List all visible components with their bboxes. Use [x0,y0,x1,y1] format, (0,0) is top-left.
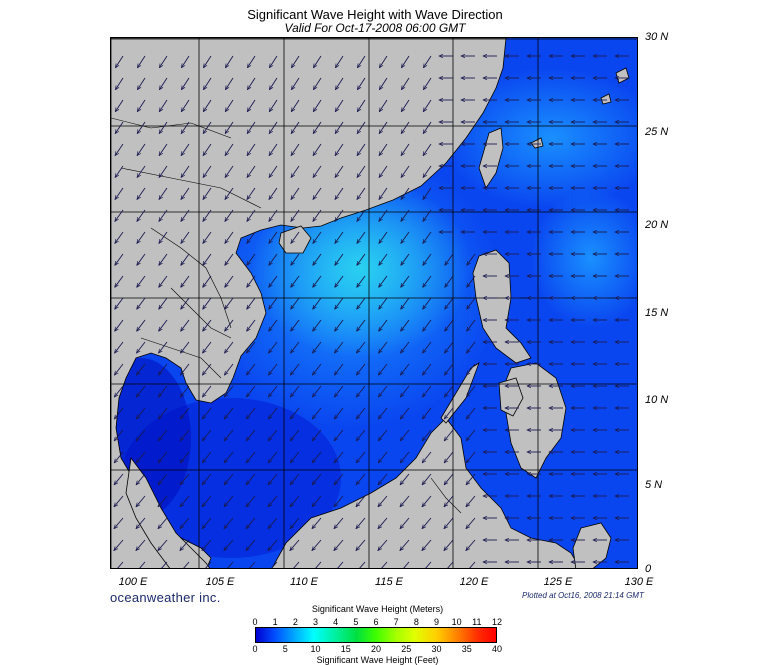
lat-label-30n: 30 N [645,31,669,43]
colorbar-tick: 40 [491,644,503,654]
wave-direction-arrows [114,56,629,568]
colorbar-meters-title: Significant Wave Height (Meters) [311,604,444,614]
wave-height-map [110,37,638,569]
colorbar-tick: 0 [252,617,258,627]
colorbar-tick: 5 [353,617,359,627]
colorbar-feet-title: Significant Wave Height (Feet) [316,655,439,665]
lon-label-130e: 130 E [624,576,654,588]
wave-height-colorbar [255,627,497,643]
colorbar-tick: 1 [272,617,278,627]
colorbar-tick: 35 [461,644,472,654]
lat-label-10n: 10 N [645,394,669,406]
land-hainan [278,225,312,254]
lon-label-110e: 110 E [290,576,318,588]
land-sulawesi [572,522,612,568]
colorbar-tick: 2 [292,617,298,627]
colorbar-tick: 8 [413,617,419,627]
colorbar-tick: 25 [401,644,412,654]
lat-label-20n: 20 N [645,219,669,231]
colorbar-tick: 20 [370,644,382,654]
colorbar-tick: 3 [312,617,319,627]
colorbar-meters-ticks: 0 1 2 3 4 5 6 7 8 9 10 11 12 [252,617,503,627]
map-subtitle: Valid For Oct-17-2008 06:00 GMT [284,21,466,35]
land-palawan [440,362,480,424]
lon-label-115e: 115 E [375,576,403,588]
lon-label-100e: 100 E [118,576,148,588]
lat-label-5n: 5 N [645,479,663,491]
land-taiwan [478,127,504,189]
plotted-timestamp: Plotted at Oct16, 2008 21:14 GMT [522,591,644,600]
lon-label-120e: 120 E [459,576,489,588]
colorbar-tick: 15 [340,644,351,654]
land-borneo [271,417,581,568]
colorbar-tick: 0 [252,644,258,654]
brand-logo: oceanweather inc. [110,590,221,605]
map-canvas [111,38,637,568]
lat-lon-grid [111,38,637,568]
colorbar-feet-ticks: 0 5 10 15 20 25 30 35 40 [252,644,503,654]
land [111,38,630,568]
lon-label-125e: 125 E [543,576,573,588]
colorbar-tick: 10 [310,644,321,654]
lat-label-15n: 15 N [645,307,669,319]
colorbar-tick: 12 [491,617,503,627]
colorbar-tick: 6 [373,617,379,627]
lon-label-105e: 105 E [205,576,235,588]
colorbar-tick: 10 [451,617,462,627]
lat-label-25n: 25 N [645,126,669,138]
colorbar-tick: 30 [431,644,442,654]
colorbar-tick: 7 [393,617,399,627]
map-title: Significant Wave Height with Wave Direct… [247,7,503,22]
colorbar-tick: 9 [433,617,440,627]
lat-label-0: 0 [645,563,652,575]
colorbar-tick: 5 [282,644,288,654]
colorbar-tick: 11 [472,617,482,627]
colorbar-tick: 4 [333,617,339,627]
